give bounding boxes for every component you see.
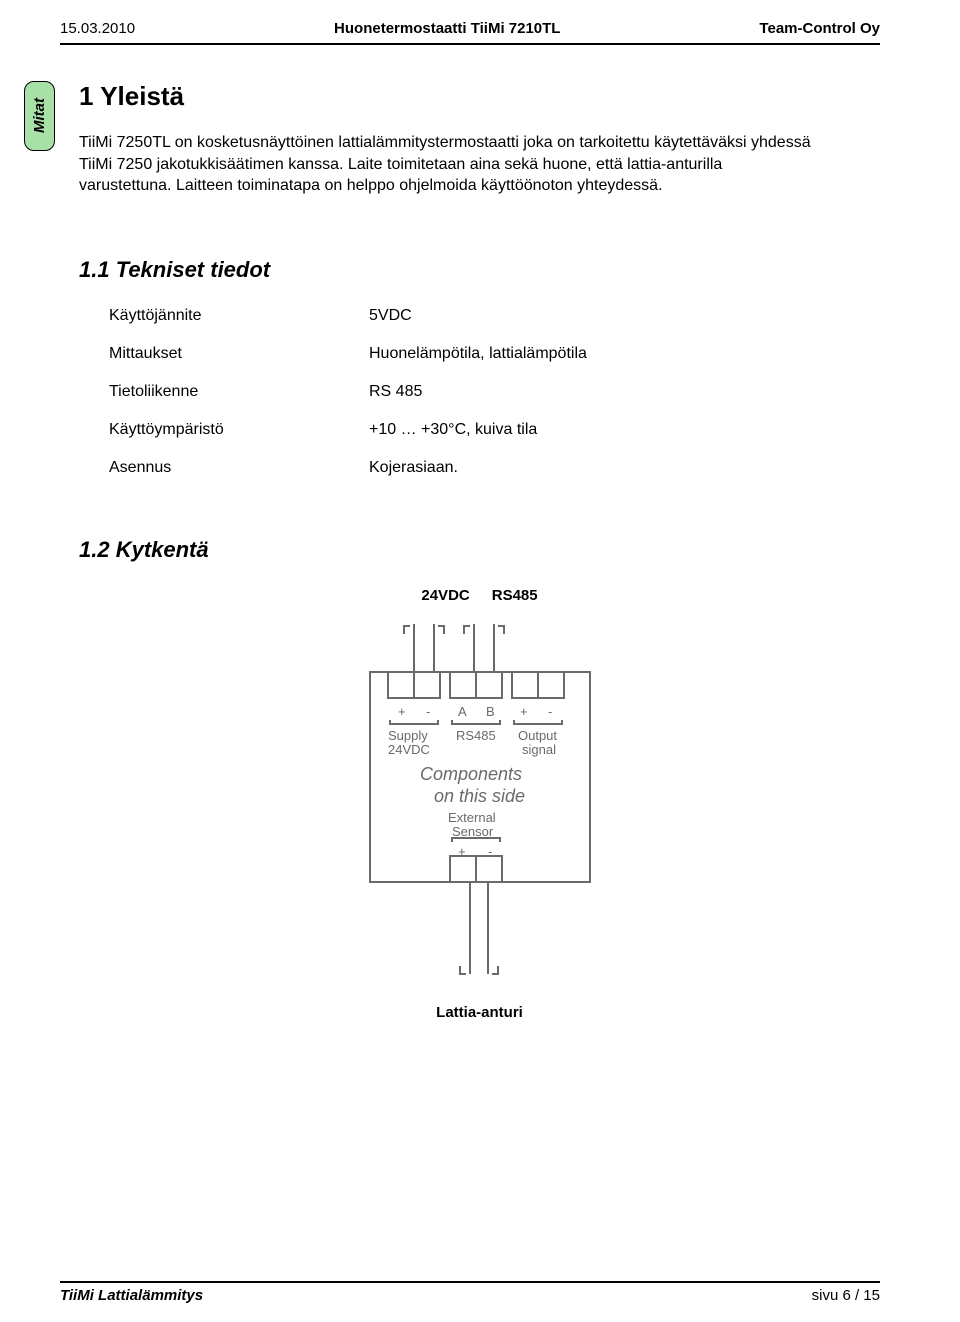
- section-1-title: 1 Yleistä: [79, 81, 880, 112]
- spec-label: Käyttöjännite: [109, 307, 369, 325]
- wiring-diagram: + - A B + - Supply 24VDC RS485: [79, 624, 880, 984]
- table-row: Käyttöympäristö +10 … +30°C, kuiva tila: [109, 421, 880, 439]
- header-date: 15.03.2010: [60, 20, 135, 37]
- table-row: Mittaukset Huonelämpötila, lattialämpöti…: [109, 345, 880, 363]
- table-row: Tietoliikenne RS 485: [109, 383, 880, 401]
- spec-label: Mittaukset: [109, 345, 369, 363]
- page-header: 15.03.2010 Huonetermostaatti TiiMi 7210T…: [60, 20, 880, 45]
- svg-text:on this side: on this side: [434, 786, 525, 806]
- spec-value: 5VDC: [369, 307, 880, 325]
- header-company: Team-Control Oy: [759, 20, 880, 37]
- svg-text:B: B: [486, 704, 495, 719]
- svg-text:-: -: [426, 704, 430, 719]
- svg-text:Sensor: Sensor: [452, 824, 494, 839]
- footer-page: sivu 6 / 15: [812, 1287, 880, 1304]
- spec-value: +10 … +30°C, kuiva tila: [369, 421, 880, 439]
- svg-text:-: -: [548, 704, 552, 719]
- spec-label: Asennus: [109, 459, 369, 477]
- diagram-top-labels: 24VDC RS485: [79, 587, 880, 604]
- svg-text:signal: signal: [522, 742, 556, 757]
- svg-text:+: +: [398, 704, 406, 719]
- section-1-2-title: 1.2 Kytkentä: [79, 537, 880, 563]
- diagram-svg: + - A B + - Supply 24VDC RS485: [330, 624, 630, 984]
- header-title: Huonetermostaatti TiiMi 7210TL: [334, 20, 560, 37]
- svg-text:+: +: [520, 704, 528, 719]
- spec-label: Tietoliikenne: [109, 383, 369, 401]
- svg-text:Output: Output: [518, 728, 557, 743]
- svg-text:A: A: [458, 704, 467, 719]
- spec-value: Kojerasiaan.: [369, 459, 880, 477]
- page-footer: TiiMi Lattialämmitys sivu 6 / 15: [60, 1281, 880, 1304]
- spec-table: Käyttöjännite 5VDC Mittaukset Huonelämpö…: [109, 307, 880, 477]
- table-row: Käyttöjännite 5VDC: [109, 307, 880, 325]
- label-24vdc: 24VDC: [421, 587, 469, 604]
- table-row: Asennus Kojerasiaan.: [109, 459, 880, 477]
- label-rs485: RS485: [492, 587, 538, 604]
- section-1-paragraph: TiiMi 7250TL on kosketusnäyttöinen latti…: [79, 132, 819, 197]
- spec-label: Käyttöympäristö: [109, 421, 369, 439]
- svg-text:Components: Components: [420, 764, 522, 784]
- svg-text:RS485: RS485: [456, 728, 496, 743]
- spec-value: Huonelämpötila, lattialämpötila: [369, 345, 880, 363]
- side-tab-mitat: Mitat: [24, 81, 55, 151]
- section-1-1-title: 1.1 Tekniset tiedot: [79, 257, 880, 283]
- svg-text:Supply: Supply: [388, 728, 428, 743]
- svg-text:24VDC: 24VDC: [388, 742, 430, 757]
- footer-product: TiiMi Lattialämmitys: [60, 1287, 203, 1304]
- diagram-caption: Lattia-anturi: [79, 1004, 880, 1021]
- spec-value: RS 485: [369, 383, 880, 401]
- svg-text:External: External: [448, 810, 496, 825]
